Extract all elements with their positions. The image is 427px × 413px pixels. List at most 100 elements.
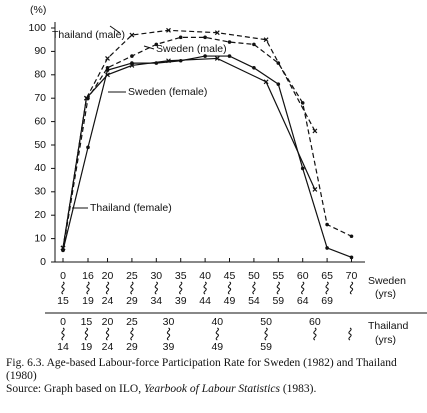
x-tick-end: 19 (81, 341, 93, 353)
marker (166, 27, 171, 33)
x-tick-label: 60 (309, 316, 321, 328)
caption-block: Fig. 6.3. Age-based Labour-force Partici… (6, 357, 424, 396)
squiggle (166, 327, 171, 341)
marker (214, 55, 220, 61)
marker (252, 42, 256, 47)
marker (166, 58, 171, 64)
x-axis-unit: (yrs) (375, 288, 396, 300)
y-tick-label: 80 (34, 69, 46, 81)
squiggle (154, 281, 158, 295)
marker (300, 166, 305, 171)
x-tick-label: 25 (126, 316, 138, 328)
y-tick-label: 10 (34, 232, 46, 244)
x2-axis-unit: (yrs) (375, 334, 396, 346)
x-tick-label: 20 (102, 316, 114, 328)
marker (214, 30, 220, 36)
marker (252, 65, 256, 70)
annotation: Thailand (male) (52, 29, 125, 41)
x-tick-label: 40 (211, 316, 223, 328)
x2-axis-label: Thailand (368, 320, 408, 332)
marker (86, 145, 90, 150)
x-tick-end: 14 (57, 341, 69, 353)
annotation: Sweden (female) (128, 86, 207, 98)
annotation: Thailand (female) (90, 202, 172, 214)
squiggle (130, 327, 134, 341)
y-tick-label: 50 (34, 139, 46, 151)
marker (203, 54, 207, 58)
x-tick-label: 15 (81, 316, 93, 328)
marker (84, 95, 89, 101)
marker (60, 245, 66, 251)
marker (263, 79, 269, 85)
squiggle (301, 281, 305, 295)
x-tick-label: 0 (60, 316, 66, 328)
x-tick-label: 50 (260, 316, 272, 328)
squiggle (276, 281, 280, 295)
y-tick-label: 30 (34, 186, 46, 198)
x-tick-label: 0 (60, 270, 66, 282)
squiggle (105, 327, 110, 341)
x-tick-end: 39 (175, 295, 187, 307)
squiggle (84, 327, 89, 341)
x-tick-label: 55 (272, 270, 284, 282)
squiggle (348, 327, 352, 341)
x-tick-label: 20 (102, 270, 114, 282)
y-tick-label: 20 (34, 209, 46, 221)
y-axis-label: (%) (30, 4, 46, 16)
marker (105, 68, 110, 72)
x-tick-end: 19 (82, 295, 94, 307)
y-tick-label: 90 (34, 45, 46, 57)
marker (276, 61, 281, 65)
chart: (%) Sweden (yrs) Thailand (yrs) Thailand… (28, 4, 427, 353)
x-tick-end: 54 (248, 295, 260, 307)
x-tick-label: 16 (82, 270, 94, 282)
x-tick-end: 49 (224, 295, 236, 307)
marker (130, 54, 134, 58)
x-tick-label: 60 (297, 270, 309, 282)
marker (312, 128, 318, 134)
x-tick-end: 15 (57, 295, 69, 307)
source-text: (1983). (279, 383, 317, 395)
squiggle (61, 281, 65, 295)
marker (325, 222, 329, 227)
marker (129, 63, 135, 68)
marker (203, 35, 207, 40)
y-tick-label: 100 (28, 22, 46, 34)
arrow (109, 25, 121, 34)
x-tick-label: 40 (199, 270, 211, 282)
x-tick-end: 69 (321, 295, 333, 307)
squiggle (252, 281, 256, 295)
source-text: Source: Graph based on ILO, (6, 383, 144, 395)
marker (154, 42, 159, 47)
caption: Fig. 6.3. Age-based Labour-force Partici… (6, 357, 397, 382)
squiggle (130, 281, 134, 295)
x-tick-label: 45 (224, 270, 236, 282)
squiggle (105, 281, 110, 295)
squiggle (203, 281, 207, 295)
marker (105, 72, 110, 78)
squiggle (325, 281, 329, 295)
x-tick-label: 65 (321, 270, 333, 282)
x-tick-end: 24 (102, 341, 114, 353)
x-tick-label: 50 (248, 270, 260, 282)
x-tick-end: 44 (199, 295, 211, 307)
y-tick-label: 60 (34, 115, 46, 127)
squiggle (227, 281, 232, 295)
y-tick-label: 0 (40, 256, 46, 268)
squiggle (215, 327, 219, 341)
y-tick-label: 40 (34, 162, 46, 174)
x-tick-end: 59 (260, 341, 272, 353)
marker (300, 101, 305, 105)
x-tick-end: 59 (272, 295, 284, 307)
annotation: Sweden (male) (156, 43, 227, 55)
squiggle (179, 281, 183, 295)
marker (276, 82, 281, 86)
squiggle (349, 281, 354, 295)
squiggle (86, 281, 90, 295)
marker (325, 246, 329, 250)
series-line (62, 29, 316, 249)
x-tick-label: 30 (163, 316, 175, 328)
x-tick-end: 39 (163, 341, 175, 353)
squiggle (264, 327, 268, 341)
